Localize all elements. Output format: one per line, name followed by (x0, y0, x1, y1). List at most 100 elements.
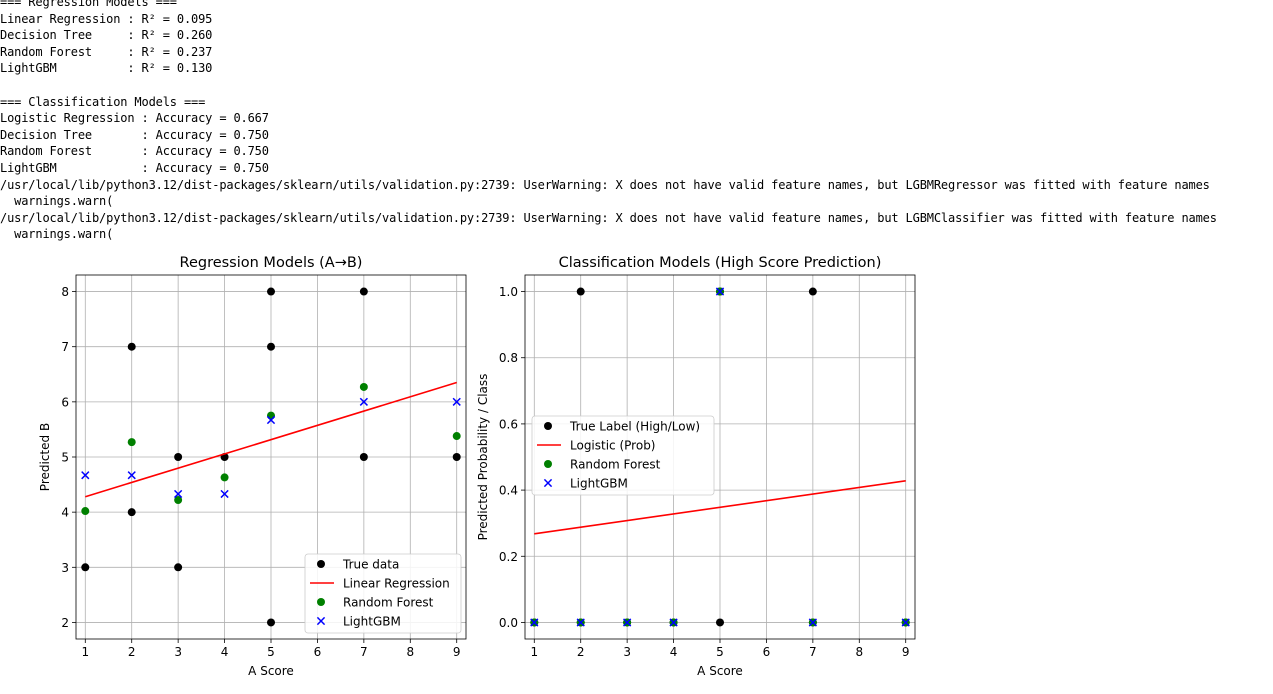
x-tick-label: 9 (453, 645, 461, 659)
data-point (127, 508, 136, 517)
x-tick-label: 5 (716, 645, 724, 659)
chart-title: Regression Models (A→B) (180, 255, 363, 271)
x-tick-label: 4 (221, 645, 229, 659)
y-tick-label: 1.0 (499, 285, 518, 299)
data-point (127, 342, 136, 351)
data-point (808, 618, 817, 627)
legend-label: Linear Regression (343, 577, 450, 591)
series-lightgbm (530, 287, 910, 627)
y-tick-label: 0.0 (499, 616, 518, 630)
marker-stroke (81, 471, 90, 480)
data-point (174, 563, 183, 572)
data-point (576, 618, 585, 627)
x-tick-label: 5 (267, 645, 275, 659)
legend-marker (317, 560, 325, 568)
y-tick-label: 3 (61, 561, 69, 575)
legend: True Label (High/Low) Logistic (Prob) Rand… (531, 415, 715, 496)
data-point (359, 382, 368, 391)
data-point (267, 287, 275, 296)
legend-label: Random Forest (570, 458, 661, 472)
chart-1: 1 2 3 4 5 6 7 8 9 2 3 4 5 6 7 8 Regression Models (A→B) A… (38, 255, 467, 678)
console-output: === Regression Models === Linear Regressi… (0, 0, 1273, 243)
y-tick-label: 4 (61, 506, 69, 520)
data-point (669, 618, 678, 627)
data-point (576, 287, 585, 296)
console-line: === Classification Models === (0, 94, 206, 109)
x-tick-label: 3 (174, 645, 182, 659)
data-point (716, 618, 724, 627)
console-line: Logistic Regression : Accuracy = 0.667 (0, 111, 269, 126)
y-tick-label: 0.2 (499, 550, 518, 564)
x-tick-label: 7 (360, 645, 368, 659)
x-tick-label: 1 (81, 645, 89, 659)
console-line (0, 77, 1273, 94)
legend-marker (544, 422, 552, 430)
console-line: /usr/local/lib/python3.12/dist-packages/… (0, 177, 1210, 192)
y-tick-label: 6 (61, 395, 69, 409)
data-point (715, 287, 725, 296)
console-line: Random Forest : Accuracy = 0.750 (0, 144, 269, 159)
marker-stroke (623, 618, 632, 627)
data-point (359, 453, 368, 461)
x-tick-label: 4 (670, 645, 678, 659)
marker-stroke (316, 616, 326, 626)
data-point (266, 415, 276, 425)
data-point (530, 618, 539, 627)
x-tick-label: 9 (902, 645, 910, 659)
y-tick-label: 0.4 (499, 484, 518, 498)
y-tick-label: 0.8 (499, 351, 518, 365)
y-tick-label: 7 (61, 340, 69, 354)
legend-marker (543, 478, 553, 488)
console-line: warnings.warn( (0, 227, 114, 242)
legend: True data Linear Regression Random Forest L… (304, 553, 462, 634)
legend-box (531, 415, 715, 496)
data-point (623, 618, 632, 627)
marker-stroke (808, 618, 817, 627)
data-point (127, 471, 136, 480)
marker-stroke (452, 397, 461, 406)
data-point (267, 411, 275, 420)
legend-marker (316, 616, 326, 626)
y-axis-label: Predicted B (38, 423, 52, 491)
x-tick-label: 1 (530, 645, 538, 659)
legend-box (304, 553, 462, 634)
chart-2: 1 2 3 4 5 6 7 8 9 0.0 0.2 0.4 0.6 0.8 1.0 Classificatio… (476, 255, 916, 678)
legend-label: Logistic (Prob) (570, 439, 656, 453)
legend-label: True Label (High/Low) (569, 420, 700, 434)
data-point (267, 342, 275, 351)
legend-label: LightGBM (570, 477, 628, 491)
console-line: Decision Tree : Accuracy = 0.750 (0, 127, 269, 142)
y-tick-label: 8 (61, 285, 69, 299)
marker-stroke (669, 618, 678, 627)
y-tick-label: 0.6 (499, 417, 518, 431)
data-point (174, 496, 183, 505)
marker-stroke (576, 618, 585, 627)
y-tick-label: 5 (61, 451, 69, 465)
data-point (452, 453, 461, 461)
series-linear-regression (85, 381, 457, 498)
x-tick-label: 2 (128, 645, 136, 659)
x-tick-label: 2 (577, 645, 585, 659)
regression-line (534, 480, 906, 535)
marker-stroke (220, 489, 229, 499)
legend-label: Random Forest (343, 596, 434, 610)
marker-stroke (530, 618, 539, 627)
marker-stroke (359, 397, 368, 406)
legend-marker (544, 460, 552, 468)
marker-stroke (715, 287, 725, 296)
series-lightgbm (81, 397, 461, 499)
console-line: === Regression Models === (0, 0, 177, 9)
data-point (452, 397, 461, 406)
data-point (267, 618, 275, 627)
legend-label: LightGBM (343, 615, 401, 629)
data-point (174, 453, 183, 461)
figure: 1 2 3 4 5 6 7 8 9 2 3 4 5 6 7 8 Regression Models (A→B) A… (38, 255, 916, 678)
data-point (359, 397, 368, 406)
series-logistic-prob- (534, 480, 906, 535)
x-axis-label: A Score (248, 664, 294, 678)
data-point (452, 432, 461, 441)
marker-stroke (127, 471, 136, 480)
console-line: Linear Regression : R² = 0.095 (0, 11, 213, 26)
x-tick-label: 6 (314, 645, 322, 659)
axes-frame (524, 274, 916, 640)
